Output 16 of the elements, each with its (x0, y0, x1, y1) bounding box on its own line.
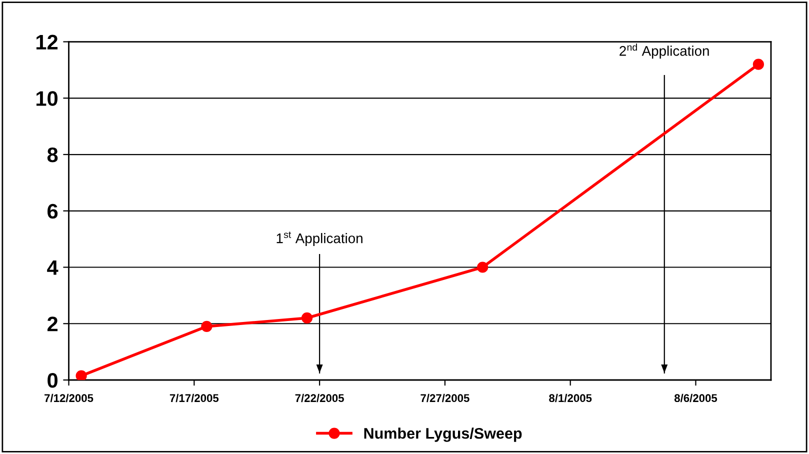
legend-label: Number Lygus/Sweep (364, 428, 522, 442)
y-tick-label: 10 (36, 91, 58, 106)
x-tick-label: 8/1/2005 (549, 394, 592, 402)
ref-line-label: 1$^{st}$ Application (276, 232, 362, 246)
y-tick-label: 0 (48, 373, 58, 388)
y-tick-label: 4 (47, 260, 58, 275)
y-tick-label: 8 (47, 148, 58, 162)
x-tick-label: 8/6/2005 (674, 394, 718, 402)
x-tick-label: 7/22/2005 (295, 394, 344, 402)
x-tick-label: 7/12/2005 (44, 394, 94, 402)
x-tick-label: 7/17/2005 (170, 394, 219, 402)
ref-line-label: 2$^{nd}$ Application (620, 44, 709, 59)
y-tick-label: 12 (36, 34, 58, 50)
y-tick-label: 6 (48, 204, 58, 219)
y-tick-label: 2 (47, 316, 58, 332)
x-tick-label: 7/27/2005 (420, 394, 470, 402)
